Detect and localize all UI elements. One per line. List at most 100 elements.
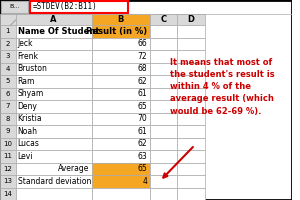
Text: Name Of Student: Name Of Student bbox=[17, 27, 99, 36]
Bar bbox=[177, 62, 205, 75]
Text: 62: 62 bbox=[137, 139, 147, 148]
Bar bbox=[16, 88, 92, 100]
Bar bbox=[0, 38, 16, 50]
Text: B...: B... bbox=[10, 4, 20, 9]
Text: 6: 6 bbox=[5, 91, 10, 97]
Bar bbox=[16, 125, 92, 138]
Bar bbox=[0, 100, 16, 112]
Text: 9: 9 bbox=[5, 128, 10, 134]
Bar bbox=[16, 38, 92, 50]
Bar bbox=[0, 175, 16, 188]
Text: Jeck: Jeck bbox=[17, 39, 33, 48]
Bar bbox=[16, 100, 92, 112]
Text: 65: 65 bbox=[137, 164, 147, 173]
Bar bbox=[177, 112, 205, 125]
Bar bbox=[150, 188, 177, 200]
Bar bbox=[177, 150, 205, 162]
Text: Levi: Levi bbox=[17, 152, 33, 161]
Text: 7: 7 bbox=[5, 103, 10, 109]
Text: 10: 10 bbox=[3, 141, 12, 147]
Bar bbox=[0, 125, 16, 138]
Bar bbox=[150, 138, 177, 150]
Text: 62: 62 bbox=[137, 77, 147, 86]
Bar bbox=[150, 75, 177, 88]
Bar bbox=[16, 175, 92, 188]
Text: Standard deviation: Standard deviation bbox=[17, 177, 91, 186]
Bar bbox=[92, 50, 150, 62]
Bar bbox=[0, 162, 16, 175]
Bar bbox=[16, 14, 92, 25]
Text: 13: 13 bbox=[3, 178, 12, 184]
Bar bbox=[92, 175, 150, 188]
Bar bbox=[150, 112, 177, 125]
Bar bbox=[177, 138, 205, 150]
Bar bbox=[16, 188, 92, 200]
Bar bbox=[92, 38, 150, 50]
Text: Shyam: Shyam bbox=[17, 89, 44, 98]
Text: 8: 8 bbox=[5, 116, 10, 122]
Bar bbox=[177, 125, 205, 138]
Bar bbox=[177, 50, 205, 62]
Text: 3: 3 bbox=[5, 53, 10, 59]
Bar bbox=[150, 62, 177, 75]
Text: 4: 4 bbox=[142, 177, 147, 186]
Text: 11: 11 bbox=[3, 153, 12, 159]
Bar bbox=[150, 162, 177, 175]
Bar bbox=[92, 100, 150, 112]
Bar bbox=[150, 175, 177, 188]
Text: 2: 2 bbox=[6, 41, 10, 47]
Text: Average: Average bbox=[58, 164, 90, 173]
Text: 1: 1 bbox=[5, 28, 10, 34]
Bar bbox=[177, 175, 205, 188]
Bar bbox=[0, 88, 16, 100]
Bar bbox=[92, 150, 150, 162]
Text: Bruston: Bruston bbox=[17, 64, 47, 73]
Bar bbox=[150, 125, 177, 138]
Text: 70: 70 bbox=[137, 114, 147, 123]
Bar bbox=[16, 162, 92, 175]
Bar bbox=[0, 62, 16, 75]
Bar bbox=[0, 75, 16, 88]
Bar bbox=[177, 162, 205, 175]
Text: Result (in %): Result (in %) bbox=[86, 27, 147, 36]
Bar bbox=[92, 162, 150, 175]
Text: Noah: Noah bbox=[17, 127, 38, 136]
Bar bbox=[16, 138, 92, 150]
Bar bbox=[150, 25, 177, 38]
Bar bbox=[92, 14, 150, 25]
Text: 72: 72 bbox=[137, 52, 147, 61]
Text: B: B bbox=[118, 15, 124, 24]
Bar bbox=[0, 138, 16, 150]
Text: 68: 68 bbox=[137, 64, 147, 73]
Bar bbox=[150, 88, 177, 100]
Bar bbox=[150, 100, 177, 112]
Bar bbox=[177, 14, 205, 25]
Bar bbox=[177, 38, 205, 50]
Text: 61: 61 bbox=[137, 89, 147, 98]
Text: A: A bbox=[50, 15, 57, 24]
Text: 66: 66 bbox=[137, 39, 147, 48]
Bar bbox=[0, 188, 16, 200]
Bar bbox=[177, 25, 205, 38]
Bar bbox=[16, 75, 92, 88]
Text: Deny: Deny bbox=[17, 102, 38, 111]
Bar bbox=[92, 112, 150, 125]
Bar bbox=[150, 38, 177, 50]
Bar bbox=[177, 88, 205, 100]
Bar bbox=[92, 25, 150, 38]
Bar bbox=[30, 1, 127, 13]
Text: 61: 61 bbox=[137, 127, 147, 136]
Text: Lucas: Lucas bbox=[17, 139, 39, 148]
Text: D: D bbox=[188, 15, 194, 24]
Text: Frenk: Frenk bbox=[17, 52, 38, 61]
Bar bbox=[92, 75, 150, 88]
Bar bbox=[177, 100, 205, 112]
Bar bbox=[92, 125, 150, 138]
Text: C: C bbox=[160, 15, 167, 24]
Bar bbox=[150, 150, 177, 162]
Bar bbox=[0, 112, 16, 125]
Text: Kristia: Kristia bbox=[17, 114, 42, 123]
Bar bbox=[150, 50, 177, 62]
Bar bbox=[16, 25, 92, 38]
Text: It means that most of
the student's result is
within 4 % of the
average result (: It means that most of the student's resu… bbox=[170, 58, 275, 116]
